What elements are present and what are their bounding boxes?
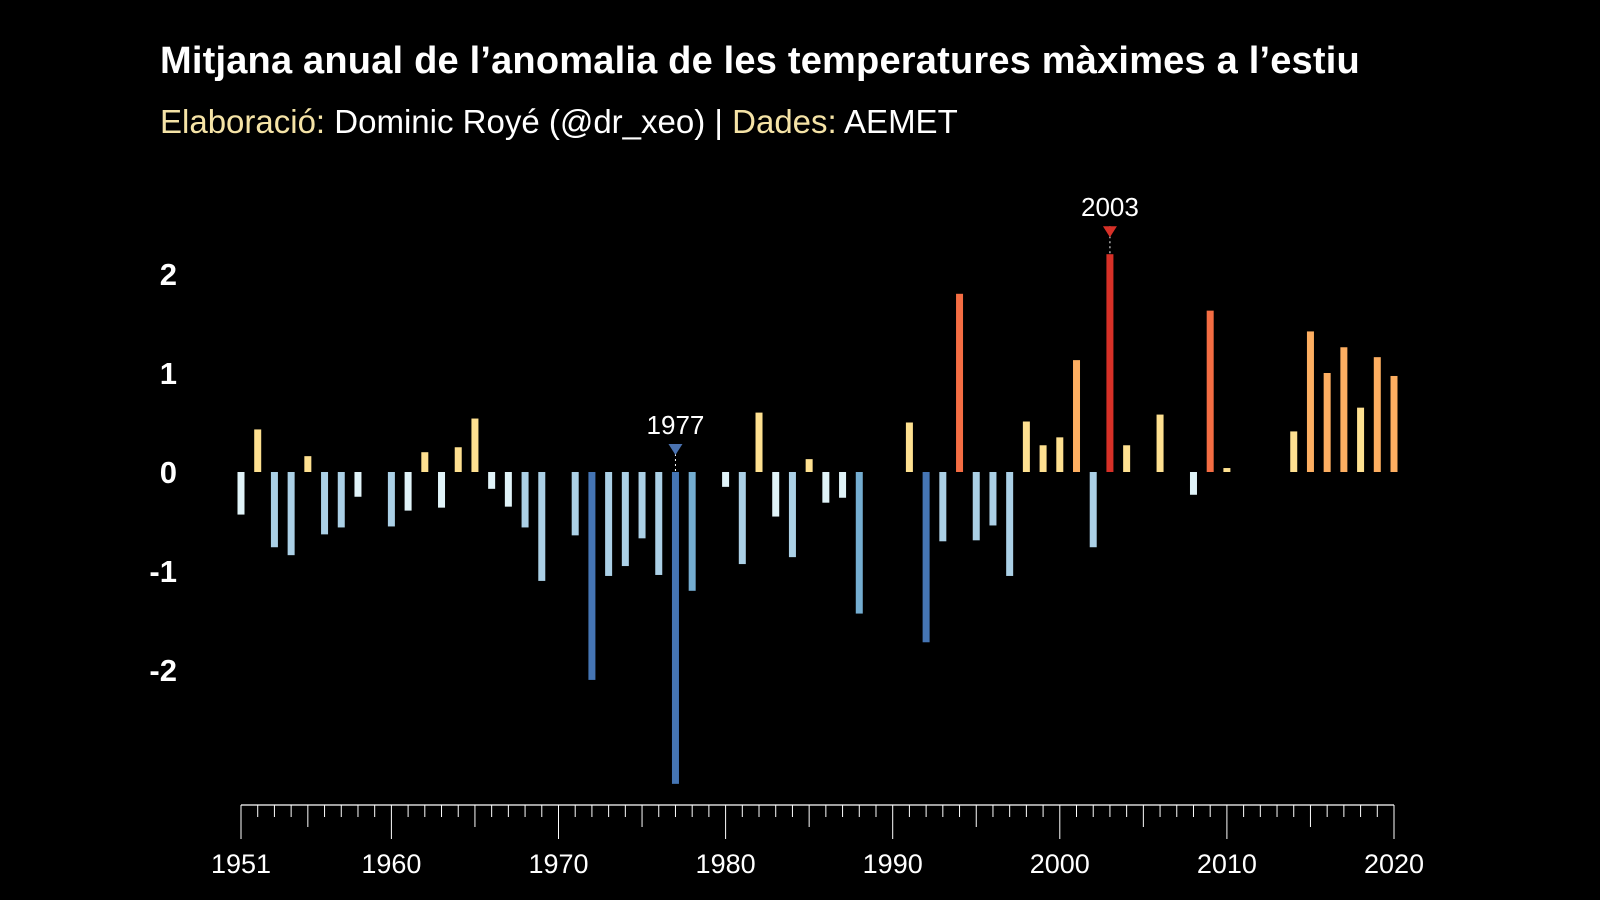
bar-1955 (304, 456, 312, 472)
x-tick-label: 1951 (211, 849, 271, 879)
bar-1969 (538, 472, 546, 581)
bar-1994 (956, 293, 964, 472)
bar-2015 (1306, 331, 1314, 472)
bar-1992 (922, 472, 930, 643)
bar-1981 (738, 472, 746, 565)
x-tick-label: 1970 (528, 849, 588, 879)
subtitle-source: AEMET (836, 103, 958, 140)
bar-1995 (972, 472, 980, 541)
bar-1953 (270, 472, 278, 548)
bar-2003 (1106, 254, 1114, 472)
bar-1987 (839, 472, 847, 498)
y-tick-label: 1 (160, 356, 177, 391)
bar-1965 (471, 418, 479, 472)
bar-2006 (1156, 414, 1164, 472)
bar-1984 (788, 472, 796, 558)
bar-1980 (722, 472, 730, 487)
bar-1960 (387, 472, 395, 527)
x-tick-label: 1960 (361, 849, 421, 879)
bar-1964 (454, 447, 462, 472)
bar-1986 (822, 472, 830, 503)
y-tick-label: 2 (160, 257, 177, 292)
bar-1982 (755, 412, 763, 472)
bar-1952 (254, 429, 262, 472)
x-tick-label: 1980 (696, 849, 756, 879)
subtitle-author: Dominic Royé (@dr_xeo) | (325, 103, 733, 140)
bar-2009 (1206, 310, 1214, 472)
bar-2019 (1373, 357, 1381, 472)
x-tick-label: 2020 (1364, 849, 1424, 879)
annotation-label: 2003 (1081, 192, 1139, 222)
bar-1991 (905, 422, 913, 472)
bar-1993 (939, 472, 947, 542)
bar-1954 (287, 472, 295, 556)
annotation-label: 1977 (647, 410, 705, 440)
bar-1978 (688, 472, 696, 591)
bar-1967 (504, 472, 512, 507)
bar-1951 (237, 472, 245, 515)
chart-subtitle: Elaboració: Dominic Royé (@dr_xeo) | Dad… (160, 103, 958, 141)
bar-1972 (588, 472, 596, 680)
annotation-marker (668, 444, 683, 455)
bar-1956 (321, 472, 329, 535)
x-tick-label: 2000 (1030, 849, 1090, 879)
annotation-marker (1102, 226, 1117, 238)
bar-1958 (354, 472, 362, 497)
bar-1996 (989, 472, 997, 526)
bar-1985 (805, 459, 813, 472)
bar-1974 (621, 472, 629, 567)
y-tick-label: -1 (149, 554, 177, 589)
bar-1957 (337, 472, 345, 528)
bar-1961 (404, 472, 412, 511)
bar-2020 (1390, 375, 1398, 472)
y-tick-label: 0 (160, 455, 177, 490)
chart-title: Mitjana anual de l’anomalia de les tempe… (160, 40, 1360, 82)
bar-1966 (488, 472, 496, 489)
bar-2001 (1073, 360, 1081, 472)
bar-2014 (1290, 431, 1298, 472)
bar-1997 (1006, 472, 1014, 576)
bar-1971 (571, 472, 579, 536)
subtitle-source-label: Dades: (732, 103, 837, 140)
x-tick-label: 2010 (1197, 849, 1257, 879)
bar-1983 (772, 472, 780, 517)
bar-2000 (1056, 437, 1064, 472)
bar-2018 (1357, 407, 1365, 472)
bar-1963 (438, 472, 446, 508)
bar-2008 (1189, 472, 1197, 495)
bar-2004 (1123, 445, 1131, 472)
bar-1973 (605, 472, 613, 576)
x-tick-label: 1990 (863, 849, 923, 879)
bar-1968 (521, 472, 529, 528)
bar-2016 (1323, 373, 1331, 472)
bar-1975 (638, 472, 646, 539)
bar-1998 (1022, 421, 1030, 472)
bar-1976 (655, 472, 663, 575)
bar-2017 (1340, 347, 1348, 472)
bar-2010 (1223, 468, 1231, 472)
bar-1962 (421, 452, 429, 472)
subtitle-author-label: Elaboració: (160, 103, 326, 140)
y-tick-label: -2 (149, 653, 177, 688)
bar-1999 (1039, 445, 1047, 472)
bar-1988 (855, 472, 863, 614)
bar-1977 (671, 472, 679, 784)
bar-2002 (1089, 472, 1097, 548)
